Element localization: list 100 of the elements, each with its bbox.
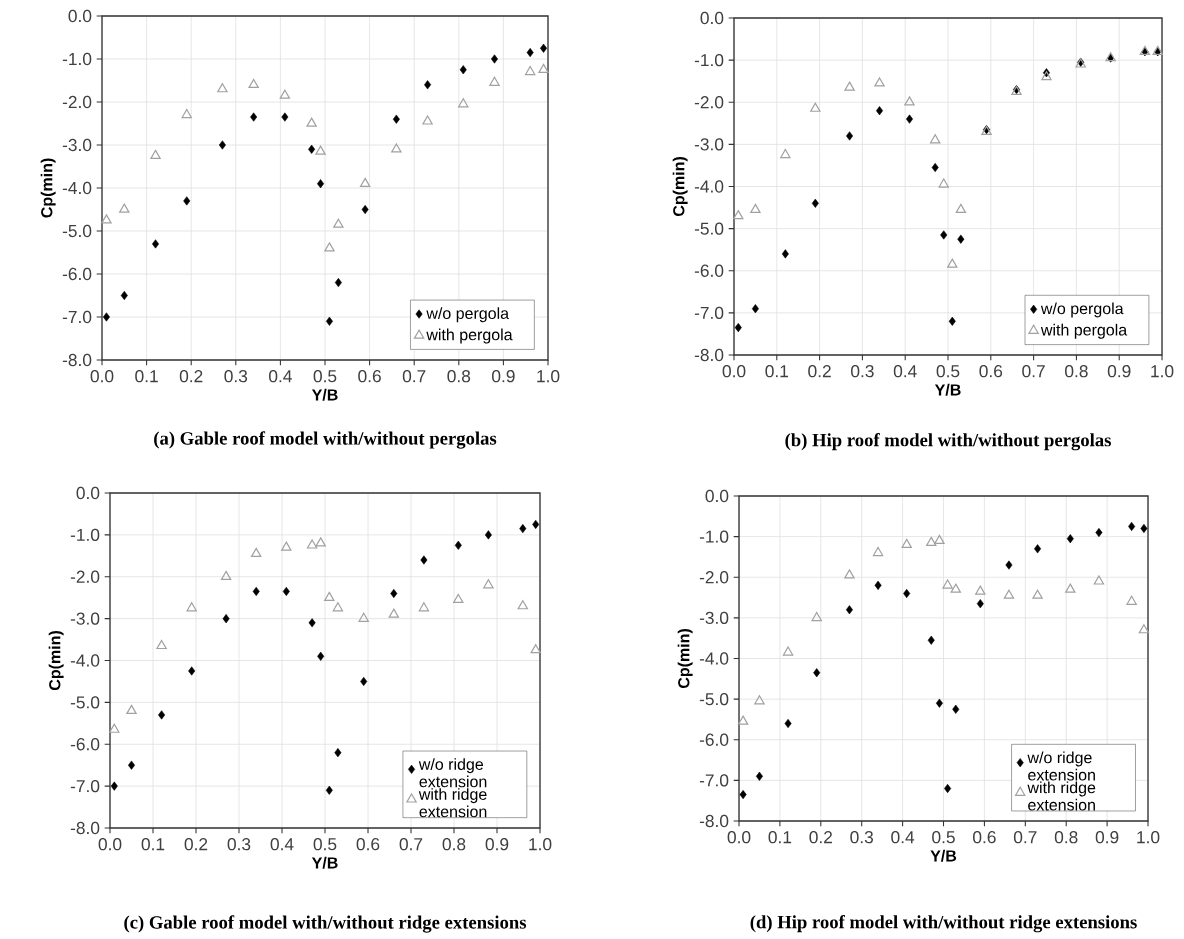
y-tick-label: -8.0: [699, 814, 729, 828]
point: [926, 536, 937, 546]
y-tick-label: -7.0: [699, 774, 729, 787]
point: [845, 605, 853, 615]
point: [317, 651, 325, 661]
point: [358, 612, 369, 622]
point: [325, 316, 333, 326]
legend-label: w/o ridge extension: [1027, 751, 1095, 781]
point: [1034, 544, 1042, 554]
y-tick-label: -2.0: [699, 571, 729, 584]
point: [733, 210, 744, 220]
point: [392, 114, 400, 124]
point: [934, 534, 945, 544]
point: [931, 163, 939, 173]
legend-label: with ridge extension: [1027, 781, 1096, 811]
x-tick-label: 0.8: [1054, 831, 1078, 844]
y-tick-label: -4.0: [699, 652, 729, 665]
point: [781, 249, 789, 259]
point: [906, 114, 913, 124]
x-tick-label: 1.0: [1137, 831, 1160, 844]
point: [947, 258, 958, 268]
point: [252, 586, 260, 596]
point: [976, 599, 984, 609]
y-tick-label: -2.0: [70, 570, 100, 583]
point: [360, 676, 368, 686]
point: [524, 65, 536, 76]
point: [186, 602, 197, 612]
x-tick-label: 0.4: [270, 838, 294, 851]
y-tick-label: -8.0: [62, 353, 92, 367]
point: [901, 538, 912, 549]
x-tick-label: 0.7: [402, 370, 426, 383]
point: [217, 83, 228, 93]
point: [1032, 589, 1043, 599]
point: [315, 145, 326, 155]
point: [1093, 575, 1105, 585]
x-tick-label: 0.8: [1065, 365, 1088, 378]
x-tick-label: 1.0: [529, 838, 552, 851]
point: [152, 239, 159, 249]
point: [334, 748, 342, 758]
x-tick-label: 0.8: [442, 838, 466, 851]
point: [306, 539, 318, 549]
point: [782, 646, 794, 656]
point: [119, 203, 130, 213]
point: [846, 131, 854, 141]
point: [361, 204, 369, 215]
point: [158, 710, 166, 720]
x-tick-label: 0.0: [722, 365, 746, 378]
legend-label: w/o pergola: [426, 307, 510, 323]
x-tick-label: 0.9: [485, 838, 509, 851]
legend-label: w/o pergola: [1040, 302, 1124, 318]
x-tick-label: 0.6: [358, 370, 381, 383]
y-tick-label: -7.0: [70, 779, 100, 793]
point: [459, 65, 467, 75]
point: [942, 579, 953, 589]
point: [938, 178, 949, 188]
x-tick-label: 0.0: [727, 831, 751, 844]
y-axis-title: Cp(min): [672, 157, 688, 217]
point: [128, 760, 135, 770]
y-tick-label: -3.0: [62, 138, 92, 152]
y-tick-label: -4.0: [70, 654, 100, 667]
point: [334, 278, 342, 288]
point: [418, 602, 430, 612]
text: (a) Gable roof model with/without pergolas: [154, 431, 497, 449]
y-tick-label: -8.0: [694, 348, 724, 362]
point: [388, 608, 400, 618]
legend-label: w/o ridge extension: [418, 758, 487, 788]
point: [281, 112, 289, 122]
y-tick-label: -5.0: [699, 692, 729, 706]
point: [754, 695, 765, 705]
x-tick-label: 0.0: [98, 838, 122, 851]
x-tick-label: 0.9: [1095, 831, 1119, 844]
point: [315, 537, 326, 547]
y-tick-label: -8.0: [70, 821, 100, 835]
x-tick-label: 0.4: [893, 365, 917, 378]
y-tick-label: 0.0: [705, 489, 729, 503]
x-tick-label: 0.7: [399, 838, 423, 851]
point: [1005, 560, 1013, 570]
point: [308, 144, 316, 154]
x-tick-label: 0.1: [141, 838, 165, 851]
x-tick-label: 0.5: [932, 831, 955, 844]
point: [325, 785, 333, 795]
x-tick-label: 0.1: [765, 365, 789, 378]
y-tick-label: -7.0: [694, 306, 724, 319]
point: [109, 723, 120, 733]
point: [1095, 528, 1103, 538]
point: [784, 718, 792, 729]
point: [101, 214, 112, 224]
point: [359, 177, 371, 187]
point: [420, 555, 428, 565]
x-tick-label: 0.2: [809, 831, 832, 844]
point: [944, 783, 952, 794]
x-tick-label: 0.4: [891, 831, 915, 844]
y-axis-title: Cp(min): [48, 631, 64, 691]
point: [424, 80, 432, 90]
x-tick-label: 0.2: [808, 365, 831, 378]
x-tick-label: 0.3: [227, 838, 251, 851]
point: [755, 771, 763, 781]
y-tick-label: -7.0: [62, 310, 92, 324]
point: [491, 54, 498, 64]
point: [102, 312, 110, 322]
